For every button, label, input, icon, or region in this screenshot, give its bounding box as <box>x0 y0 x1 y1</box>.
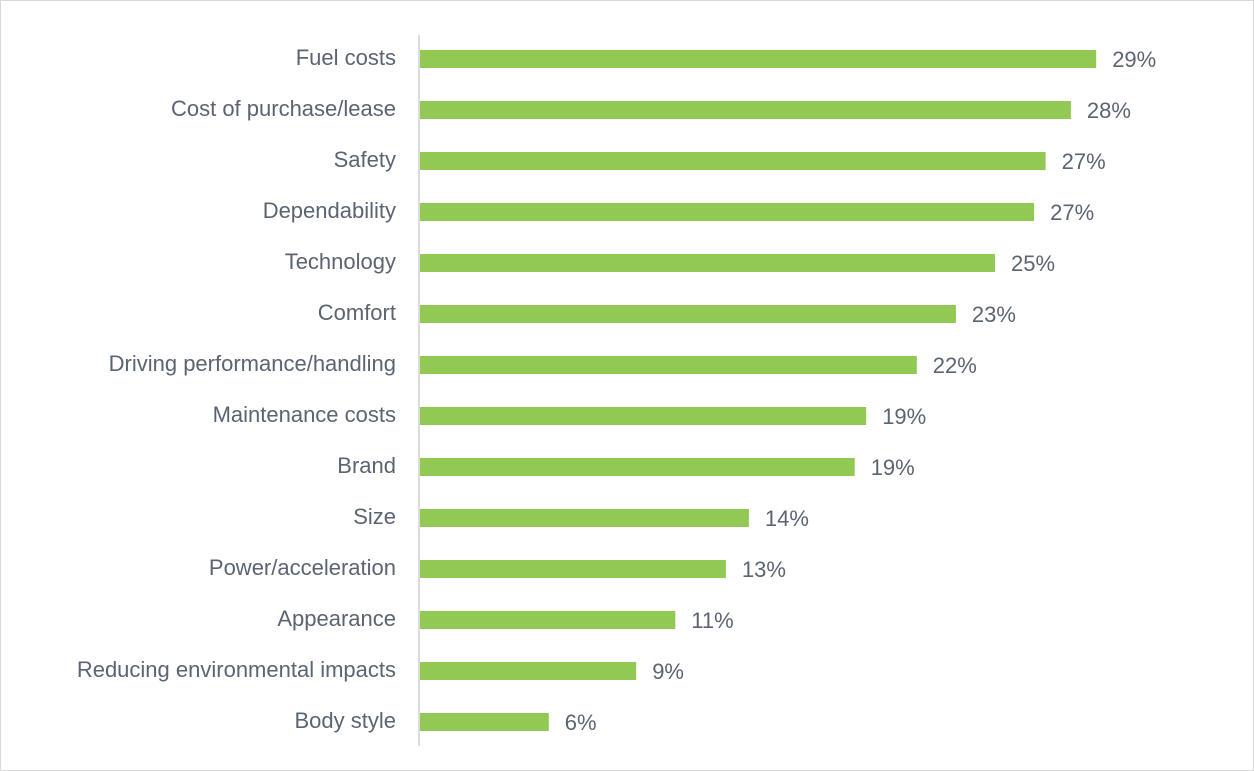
bar <box>420 305 956 323</box>
category-label: Size <box>353 504 396 529</box>
value-label: 27% <box>1062 149 1106 174</box>
category-label: Safety <box>334 147 396 172</box>
value-label: 13% <box>742 557 786 582</box>
category-label: Reducing environmental impacts <box>77 657 396 682</box>
bar <box>420 356 917 374</box>
category-label: Maintenance costs <box>213 402 396 427</box>
value-label: 9% <box>652 659 684 684</box>
bar <box>420 509 749 527</box>
bar <box>420 662 637 680</box>
bar <box>420 50 1097 68</box>
category-label: Driving performance/handling <box>109 351 396 376</box>
category-label: Technology <box>285 249 396 274</box>
value-label: 11% <box>691 608 733 633</box>
bar <box>420 458 855 476</box>
value-label: 22% <box>933 353 977 378</box>
value-label: 28% <box>1087 98 1131 123</box>
bar <box>420 152 1046 170</box>
category-label: Cost of purchase/lease <box>171 96 396 121</box>
value-label: 6% <box>565 710 597 735</box>
category-label: Brand <box>337 453 396 478</box>
bar <box>420 560 726 578</box>
bar <box>420 203 1035 221</box>
value-label: 29% <box>1112 47 1156 72</box>
bar <box>420 713 549 731</box>
bar <box>420 101 1071 119</box>
category-label: Dependability <box>263 198 396 223</box>
category-label: Comfort <box>318 300 396 325</box>
category-label: Fuel costs <box>296 45 396 70</box>
value-label: 19% <box>871 455 915 480</box>
category-label: Appearance <box>277 606 396 631</box>
category-label: Body style <box>295 708 397 733</box>
value-label: 14% <box>765 506 809 531</box>
value-label: 19% <box>882 404 926 429</box>
bar <box>420 254 995 272</box>
value-label: 23% <box>972 302 1016 327</box>
bar <box>420 611 676 629</box>
category-label: Power/acceleration <box>209 555 396 580</box>
value-label: 27% <box>1050 200 1094 225</box>
value-label: 25% <box>1011 251 1055 276</box>
bar <box>420 407 867 425</box>
